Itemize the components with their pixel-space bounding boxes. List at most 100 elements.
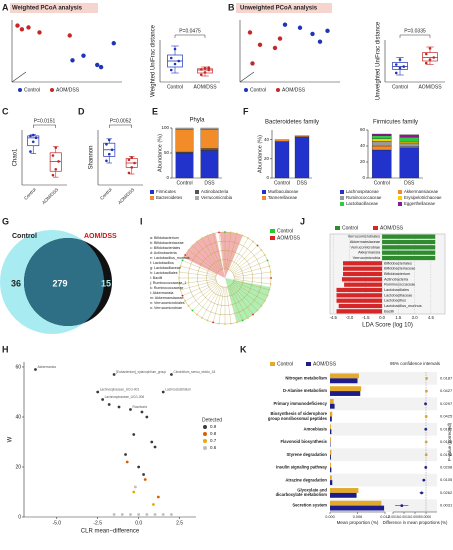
tree-branch [233,280,270,291]
x-axis-label: CLR mean−difference [81,529,140,535]
point [15,23,20,28]
category-label: Lactobacillus_murinus [384,304,422,308]
bar-segment [399,147,420,179]
bar [382,234,436,239]
point-label: Akkermansia [37,365,56,369]
category-label: Atrazine degradation [285,477,327,482]
bar [330,462,331,468]
bar [330,398,334,404]
category-label: Akkermansia [358,251,381,255]
point [247,30,253,35]
tree-branch [233,260,268,275]
bar [330,416,332,422]
category-label: Lactobacillus [384,299,406,303]
box [392,62,408,70]
clade-label: n: Verrucomicrobiales [150,301,185,305]
category-label: Verrucomicrobiae [351,245,381,249]
annotation: P=0.0151 [34,118,56,124]
label-line: Glyoxylate and [297,488,327,493]
point [124,453,127,456]
legend-swatch [398,190,402,194]
bar [330,467,332,473]
tree-node [260,305,263,307]
point [51,154,55,157]
tree-node [206,234,209,237]
bar [330,454,331,460]
panel-label: A [2,2,9,12]
tree-node [268,289,271,291]
legend-swatch [150,196,154,200]
bar [330,378,358,384]
tree-branch [230,241,254,271]
clade-label: b: Bifidobacteriaceae [150,241,184,245]
tree-node [201,237,203,240]
y-axis-label: Chao1 [13,148,19,166]
tree-node [230,322,232,325]
point [112,513,116,516]
point [57,160,60,163]
point [272,45,278,51]
point [31,133,35,137]
point [402,65,406,68]
point [170,513,173,516]
legend-label: AOM/DSS [313,361,337,367]
tree-branch [233,281,268,296]
point [34,368,37,371]
point [29,134,32,138]
tree-branch [227,233,238,270]
legend-label: Control [24,87,40,93]
point [37,30,42,35]
bar-segment [371,141,392,147]
bar [330,391,361,396]
tree-node [224,323,226,325]
point [54,167,58,171]
bar [330,449,332,455]
x-tick-label: AOM/DSS [193,84,217,90]
point [129,513,132,516]
point [199,73,203,77]
difference-point [425,376,429,380]
legend-swatch [203,432,207,436]
legend-swatch [270,229,275,233]
bar [330,403,335,409]
tree-branch [218,232,224,269]
x-tick-label: -1.5 [362,315,370,320]
point [173,62,177,66]
tree-branch [179,271,216,277]
legend-swatch [398,202,402,206]
venn-count: 279 [52,278,67,288]
tree-branch [231,284,258,311]
tree-branch [212,233,223,270]
category-label: Bifidobacteriaceae [384,267,415,271]
p-value: 0.0192 [440,426,453,431]
tree-node [187,305,190,307]
y-tick-label: 20 [360,159,366,164]
bar-segment [200,129,219,149]
tree-node [201,316,203,319]
x-tick-label: 0.0000 [421,515,431,519]
legend-swatch [150,190,154,194]
tree-branch [188,249,218,273]
chart-title: Firmicutes family [373,120,418,126]
point-label: Lachnospiraceae_UCG-006 [105,395,145,399]
point [203,66,207,70]
point [127,171,131,175]
difference-point [424,440,428,444]
legend-label: Erysipelotrichaceae [404,195,442,200]
category-label: Akkermansiaceae [350,240,380,244]
tree-branch [234,279,271,285]
point [428,58,432,61]
tree-node [191,309,194,312]
bar [330,424,331,430]
category-label: Flavonoid biosynthesis [280,439,327,444]
bar [330,480,333,486]
point [150,440,154,444]
bar-segment [274,139,290,142]
legend-swatch [270,236,275,240]
point [29,150,32,153]
row-band [330,448,437,462]
clade-label: l: Akkermansia [150,291,173,295]
tree-node [263,300,266,302]
significance-bracket [174,34,206,38]
point [133,485,137,489]
